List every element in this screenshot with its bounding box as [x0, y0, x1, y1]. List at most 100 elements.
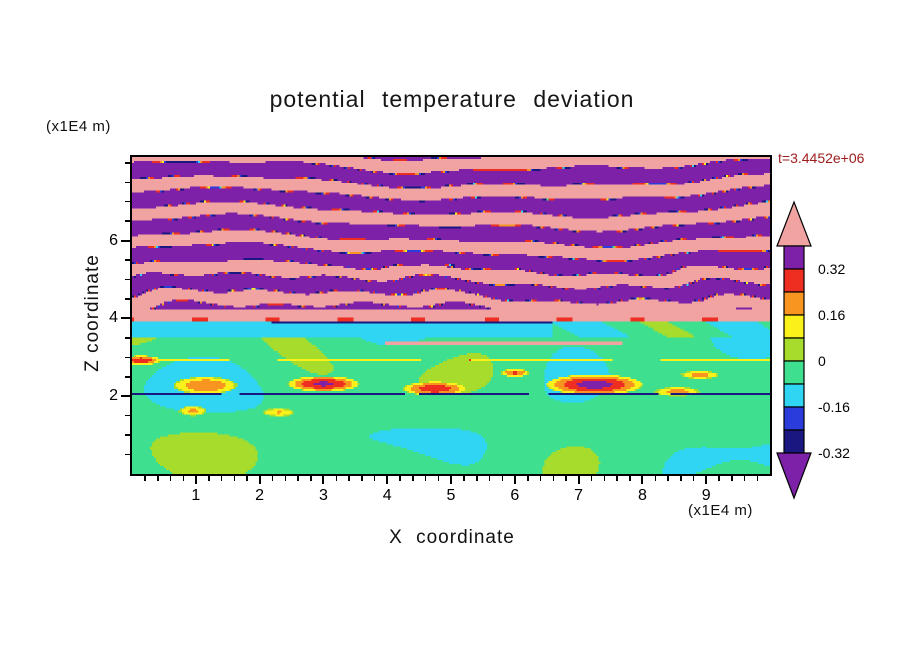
x-minor-tick	[743, 476, 746, 481]
x-minor-tick	[182, 476, 185, 481]
colorbar-band	[783, 360, 805, 385]
x-minor-tick	[310, 476, 312, 481]
colorbar-tick-label: 0	[818, 353, 826, 369]
x-minor-tick	[271, 476, 274, 481]
x-major-tick	[322, 476, 325, 484]
x-major-tick	[386, 476, 389, 484]
x-axis: 1 2 3 4 5 6 7 8 9	[132, 476, 770, 508]
colorbar-tick-label: -0.32	[818, 445, 850, 461]
x-tick-label: 3	[318, 487, 328, 504]
x-minor-tick	[667, 476, 669, 481]
x-minor-tick	[488, 476, 491, 481]
x-minor-tick	[246, 476, 248, 481]
x-minor-tick	[629, 476, 631, 481]
x-minor-tick	[437, 476, 440, 481]
x-minor-tick	[654, 476, 657, 481]
x-tick-label: 8	[637, 487, 647, 504]
y-axis-labels: 2 4 6	[86, 157, 118, 474]
x-minor-tick	[603, 476, 606, 481]
x-minor-tick	[539, 476, 542, 481]
x-minor-tick	[169, 476, 172, 481]
x-minor-tick	[361, 476, 363, 481]
x-minor-tick	[731, 476, 733, 481]
colorbar: 0.32 0.16 0 -0.16 -0.32	[776, 200, 850, 500]
x-minor-tick	[501, 476, 504, 481]
x-major-tick	[577, 476, 580, 484]
x-minor-tick	[565, 476, 567, 481]
colorbar-band	[783, 291, 805, 316]
chart-title: potential temperature deviation	[269, 86, 635, 112]
x-minor-tick	[476, 476, 478, 481]
x-minor-tick	[590, 476, 593, 481]
x-major-tick	[641, 476, 644, 484]
colorbar-band	[783, 383, 805, 408]
x-axis-title: X coordinate	[389, 527, 515, 548]
contour-field-canvas	[132, 157, 770, 474]
x-major-tick	[513, 476, 516, 484]
x-minor-tick	[412, 476, 414, 481]
x-minor-tick	[373, 476, 376, 481]
y-minor-tick	[125, 181, 130, 184]
y-minor-tick	[125, 414, 130, 417]
colorbar-tick-label: 0.32	[818, 261, 845, 277]
x-tick-label: 9	[701, 487, 711, 504]
x-minor-tick	[208, 476, 210, 481]
x-minor-tick	[692, 476, 695, 481]
x-minor-tick	[463, 476, 465, 481]
y-minor-tick	[125, 453, 130, 456]
x-major-tick	[194, 476, 197, 484]
x-major-tick	[258, 476, 261, 484]
x-minor-tick	[424, 476, 427, 481]
y-tick-label: 2	[109, 387, 118, 405]
time-annotation: t=3.4452e+06	[778, 150, 865, 166]
x-tick-label: 4	[382, 487, 392, 504]
y-minor-tick	[125, 337, 130, 339]
y-tick-label: 4	[109, 309, 118, 327]
y-minor-tick	[125, 259, 130, 261]
colorbar-band	[783, 406, 805, 431]
y-minor-tick	[125, 376, 130, 378]
y-axis	[121, 157, 130, 474]
plot-area	[130, 155, 772, 476]
y-minor-tick	[125, 220, 130, 222]
x-minor-tick	[284, 476, 287, 481]
colorbar-band	[783, 268, 805, 293]
x-minor-tick	[297, 476, 299, 481]
x-minor-tick	[718, 476, 720, 481]
colorbar-tick-label: -0.16	[818, 399, 850, 415]
y-minor-tick	[125, 162, 130, 164]
colorbar-tick-label: 0.16	[818, 307, 845, 323]
x-axis-units-label: (x1E4 m)	[688, 502, 753, 519]
x-major-tick	[705, 476, 708, 484]
x-minor-tick	[220, 476, 223, 481]
x-minor-tick	[157, 476, 159, 481]
x-minor-tick	[144, 476, 146, 481]
y-minor-tick	[125, 200, 130, 203]
x-minor-tick	[552, 476, 555, 481]
y-minor-tick	[125, 298, 130, 300]
y-minor-tick	[125, 278, 130, 281]
colorbar-arrow-top	[776, 200, 812, 247]
y-major-tick	[121, 239, 130, 242]
x-minor-tick	[527, 476, 529, 481]
y-major-tick	[121, 317, 130, 320]
colorbar-band	[783, 337, 805, 362]
x-tick-label: 1	[191, 487, 201, 504]
x-tick-label: 7	[574, 487, 584, 504]
y-tick-label: 6	[109, 231, 118, 249]
x-minor-tick	[756, 476, 759, 481]
x-minor-tick	[680, 476, 682, 481]
colorbar-band	[783, 429, 805, 454]
x-minor-tick	[233, 476, 236, 481]
colorbar-band	[783, 245, 805, 270]
y-minor-tick	[125, 356, 130, 359]
x-minor-tick	[616, 476, 618, 481]
colorbar-band	[783, 314, 805, 339]
x-minor-tick	[348, 476, 350, 481]
y-minor-tick	[125, 434, 130, 436]
x-tick-label: 2	[255, 487, 265, 504]
y-axis-units-label: (x1E4 m)	[46, 118, 111, 135]
colorbar-arrow-bottom	[776, 452, 812, 500]
y-major-tick	[121, 395, 130, 398]
